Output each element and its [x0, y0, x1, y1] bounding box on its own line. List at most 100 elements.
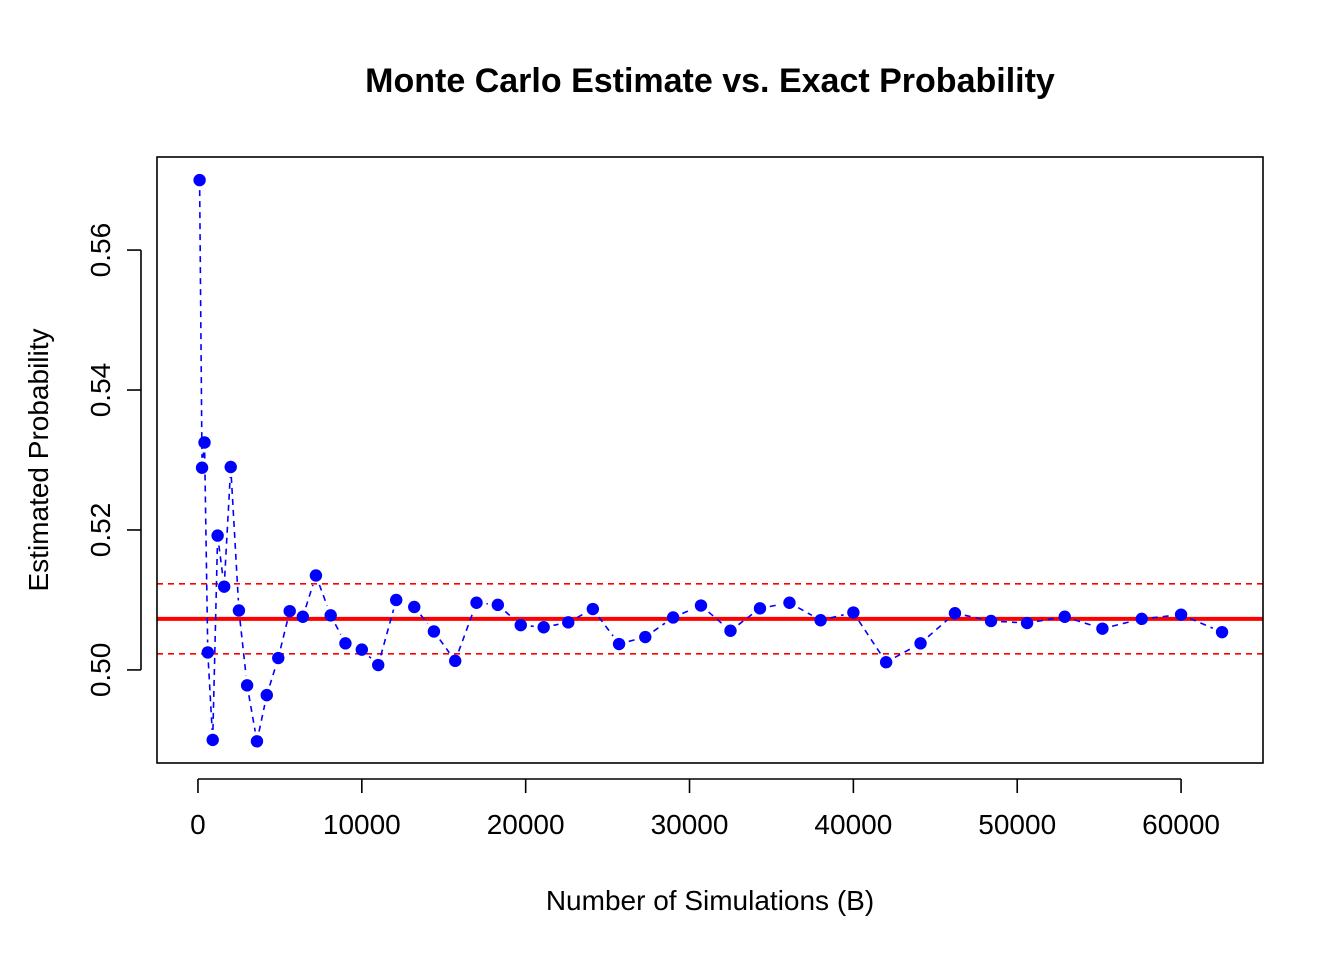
- series-segment: [1074, 618, 1094, 627]
- series-segment: [769, 603, 780, 608]
- series-segment: [830, 614, 844, 619]
- series-segment: [1111, 620, 1133, 628]
- data-point: [272, 651, 285, 665]
- data-point: [250, 735, 264, 748]
- series-segment: [708, 611, 724, 625]
- data-point: [814, 614, 827, 627]
- x-axis-label: Number of Simulations (B): [546, 885, 874, 916]
- data-point: [948, 607, 962, 620]
- series-segment: [230, 476, 240, 601]
- x-tick-label: 10000: [323, 809, 401, 840]
- series-segment: [858, 620, 882, 655]
- series-segment: [598, 616, 614, 637]
- series-points: [193, 173, 1229, 748]
- data-point: [408, 600, 421, 614]
- data-point: [879, 656, 893, 669]
- series-segment: [737, 613, 753, 626]
- series-segment: [457, 611, 474, 652]
- x-tick-label: 40000: [814, 809, 892, 840]
- data-point: [639, 630, 652, 644]
- series-segment: [628, 638, 636, 643]
- y-tick-label: 0.54: [85, 363, 116, 418]
- series-segment: [652, 622, 666, 632]
- series-segment: [1036, 617, 1056, 623]
- data-point: [783, 596, 796, 609]
- data-point: [355, 643, 369, 656]
- x-tick-label: 60000: [1142, 809, 1220, 840]
- data-point: [309, 569, 323, 582]
- series-segment: [198, 190, 203, 458]
- data-point: [211, 529, 224, 542]
- series-segment: [682, 608, 693, 615]
- reference-lines: [157, 583, 1263, 655]
- data-point: [470, 596, 483, 609]
- data-point: [847, 606, 860, 619]
- series-segment: [927, 619, 948, 638]
- data-point: [694, 599, 708, 612]
- data-point: [390, 593, 403, 607]
- data-point: [1174, 608, 1188, 621]
- data-point: [491, 598, 505, 612]
- data-point: [217, 580, 231, 593]
- series-segment: [268, 667, 277, 686]
- series-segment: [258, 704, 266, 732]
- data-point: [753, 602, 767, 615]
- series-segment: [439, 639, 450, 654]
- data-point: [449, 654, 462, 668]
- data-point: [260, 688, 273, 702]
- series-segment: [504, 610, 514, 620]
- data-point: [1096, 622, 1109, 635]
- data-point: [206, 733, 219, 747]
- data-point: [984, 614, 998, 628]
- series-segment: [202, 452, 205, 458]
- data-point: [1058, 610, 1071, 623]
- data-point: [724, 624, 737, 637]
- data-point: [586, 602, 600, 616]
- data-point: [514, 618, 527, 632]
- data-point: [372, 658, 385, 672]
- y-axis-label: Estimated Probability: [23, 328, 54, 591]
- y-tick-label: 0.52: [85, 503, 116, 558]
- series-segment: [248, 695, 257, 732]
- data-point: [562, 616, 575, 629]
- series-lines: [198, 190, 1214, 732]
- series-segment: [223, 476, 231, 577]
- plot-area-border: [156, 156, 1264, 764]
- data-point: [193, 173, 206, 187]
- data-point: [201, 646, 214, 659]
- data-point: [427, 625, 441, 638]
- series-segment: [576, 613, 585, 619]
- series-segment: [553, 623, 559, 627]
- series-segment: [380, 609, 395, 656]
- data-point: [195, 461, 209, 474]
- series-segment: [964, 614, 982, 620]
- data-point: [324, 609, 337, 622]
- data-point: [914, 637, 927, 650]
- data-point: [232, 604, 246, 617]
- x-axis: 0 10000 20000 30000 40000 50000 60000: [190, 778, 1220, 840]
- y-axis: 0.50 0.52 0.54 0.56: [85, 223, 142, 698]
- data-point: [612, 637, 626, 651]
- x-tick-label: 30000: [651, 809, 729, 840]
- y-tick-label: 0.56: [85, 223, 116, 277]
- data-point: [1135, 612, 1148, 626]
- series-segment: [334, 623, 342, 635]
- series-segment: [1000, 620, 1018, 624]
- series-segment: [797, 606, 813, 617]
- series-segment: [318, 584, 328, 607]
- series-segment: [239, 620, 247, 676]
- data-point: [296, 610, 310, 623]
- x-tick-label: 50000: [978, 809, 1056, 840]
- x-tick-label: 0: [190, 809, 206, 840]
- data-point: [283, 604, 296, 618]
- data-point: [666, 611, 680, 624]
- data-point: [224, 460, 237, 474]
- series-segment: [279, 620, 289, 649]
- data-point: [537, 621, 550, 634]
- series-segment: [894, 647, 913, 659]
- series-segment: [305, 584, 314, 608]
- y-tick-label: 0.50: [85, 643, 116, 698]
- series-segment: [207, 662, 213, 730]
- series-segment: [212, 545, 219, 730]
